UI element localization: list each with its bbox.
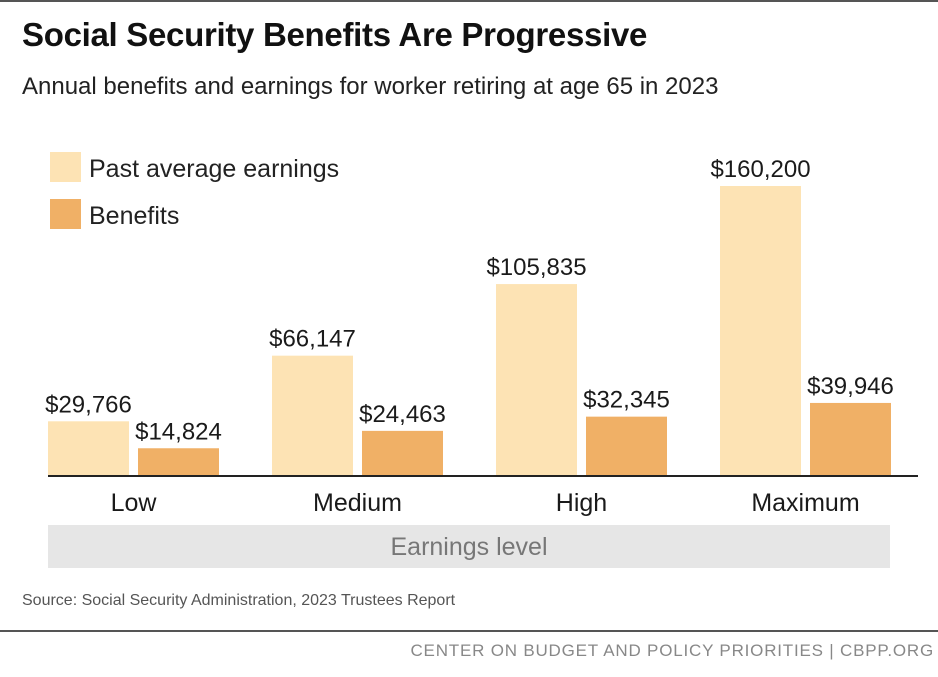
x-axis-title: Earnings level [390, 533, 547, 561]
value-label-medium-benefits: $24,463 [359, 401, 446, 428]
value-label-maximum-past-average-earnings: $160,200 [710, 156, 810, 183]
bar-chart: Past average earnings Benefits $29,766$14,… [45, 152, 918, 568]
bar-maximum-past-average-earnings [720, 186, 801, 475]
x-tick-label-high: High [556, 489, 607, 517]
footer-rule [0, 630, 938, 632]
legend-swatch-benefits [50, 199, 81, 229]
value-label-low-benefits: $14,824 [135, 418, 222, 445]
chart-subtitle: Annual benefits and earnings for worker … [22, 73, 719, 100]
x-tick-label-medium: Medium [313, 489, 402, 517]
legend-swatch-past-average-earnings [50, 152, 81, 182]
value-label-maximum-benefits: $39,946 [807, 373, 894, 400]
bar-medium-benefits [362, 430, 443, 475]
bar-high-past-average-earnings [496, 284, 577, 475]
bar-low-past-average-earnings [48, 421, 129, 475]
value-label-high-benefits: $32,345 [583, 387, 670, 414]
x-axis-title-band [48, 525, 890, 568]
value-label-low-past-average-earnings: $29,766 [45, 391, 132, 418]
org-credit: CENTER ON BUDGET AND POLICY PRIORITIES |… [410, 641, 934, 660]
top-rule [0, 0, 938, 2]
source-note: Source: Social Security Administration, … [22, 592, 456, 609]
legend-label-past-average-earnings: Past average earnings [89, 155, 339, 183]
value-label-medium-past-average-earnings: $66,147 [269, 326, 356, 353]
x-tick-label-low: Low [111, 489, 158, 517]
legend-label-benefits: Benefits [89, 202, 179, 230]
bar-high-benefits [586, 416, 667, 475]
value-label-high-past-average-earnings: $105,835 [486, 254, 586, 281]
chart-title: Social Security Benefits Are Progressive [22, 16, 648, 53]
bar-low-benefits [138, 448, 219, 475]
bar-medium-past-average-earnings [272, 355, 353, 475]
bar-maximum-benefits [810, 402, 891, 475]
x-tick-label-maximum: Maximum [751, 489, 859, 517]
